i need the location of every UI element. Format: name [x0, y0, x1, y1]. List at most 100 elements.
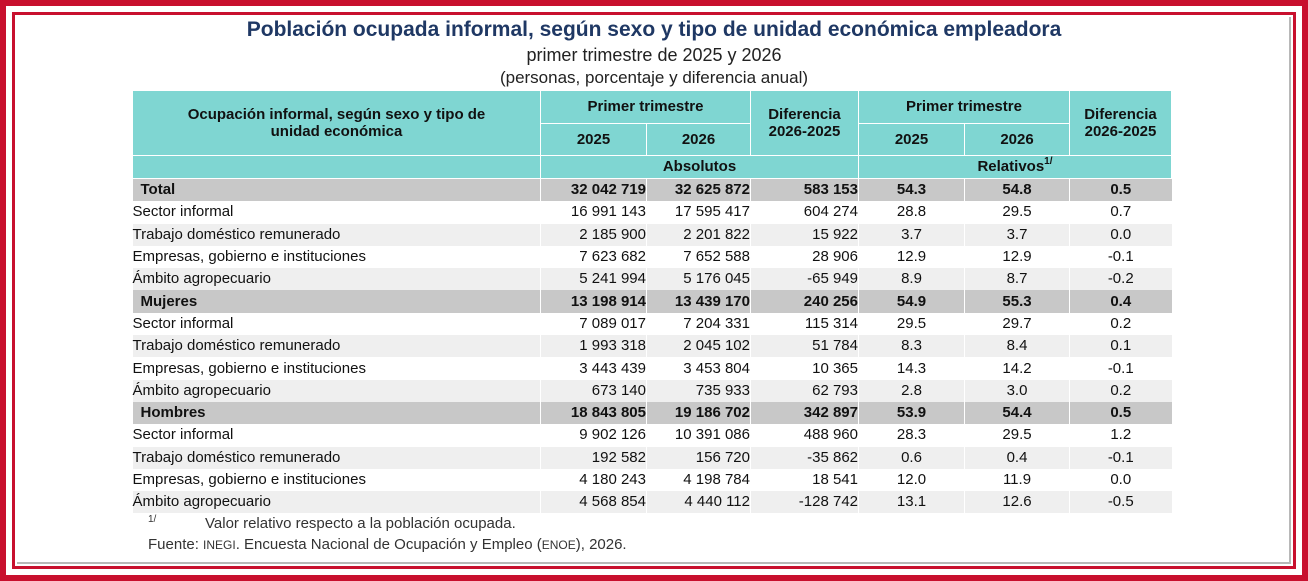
- table-group-row: Hombres 18 843 805 19 186 702 342 897 53.9 54…: [132, 401, 1172, 425]
- absolute-2025-cell: 32 042 719: [540, 178, 647, 202]
- absolute-difference-header: Diferencia 2026-2025: [750, 90, 859, 156]
- relative-2026-cell: 3.7: [964, 223, 1070, 246]
- row-label-cell: Empresas, gobierno e instituciones: [132, 359, 366, 377]
- row-label-cell: Empresas, gobierno e instituciones: [132, 248, 366, 266]
- relative-difference-cell: 0.7: [1069, 201, 1172, 224]
- absolute-year-2025-header: 2025: [540, 123, 647, 156]
- table-row: Trabajo doméstico remunerado 2 185 900 2 2…: [132, 223, 1172, 246]
- relative-difference-header: Diferencia 2026-2025: [1069, 90, 1172, 156]
- absolute-2026-cell: 2 201 822: [646, 223, 751, 246]
- absolute-2025-cell: 16 991 143: [540, 201, 647, 224]
- relative-2026-cell: 14.2: [964, 357, 1070, 380]
- absolute-difference-cell: -35 862: [750, 446, 859, 469]
- relative-2025-cell: 13.1: [858, 491, 965, 514]
- relative-difference-cell: 0.0: [1069, 223, 1172, 246]
- table-title: Población ocupada informal, según sexo y…: [246, 18, 1062, 41]
- relative-2025-cell: 2.8: [858, 379, 965, 402]
- relative-2026-cell: 8.7: [964, 268, 1070, 291]
- relative-2026-cell: 29.7: [964, 312, 1070, 336]
- relative-2026-cell: 8.4: [964, 335, 1070, 358]
- row-label-cell: Ámbito agropecuario: [132, 268, 541, 291]
- table-row: Empresas, gobierno e instituciones 7 623 …: [132, 245, 1172, 269]
- relative-year-2025-header: 2025: [858, 123, 965, 156]
- relative-2026-cell: 29.5: [964, 201, 1070, 224]
- relative-difference-cell: 0.5: [1069, 178, 1172, 202]
- absolute-difference-cell: 10 365: [750, 357, 859, 380]
- relative-2025-cell: 54.9: [858, 290, 965, 313]
- row-label-cell: Ámbito agropecuario: [132, 491, 541, 514]
- absolute-2026-cell: 3 453 804: [646, 357, 751, 380]
- relative-2026-cell: 29.5: [964, 424, 1070, 447]
- absolute-2026-cell: 4 440 112: [646, 491, 751, 514]
- relative-difference-cell: 0.2: [1069, 312, 1172, 336]
- row-label-cell: Total: [132, 178, 541, 202]
- relative-2026-cell: 12.9: [964, 245, 1070, 269]
- absolute-period-header: Primer trimestre: [540, 90, 751, 124]
- absolute-2025-cell: 3 443 439: [540, 357, 647, 380]
- relative-2025-cell: 28.3: [858, 424, 965, 447]
- absolute-2026-cell: 17 595 417: [646, 201, 751, 224]
- absolute-difference-cell: -128 742: [750, 491, 859, 514]
- relative-2026-cell: 0.4: [964, 446, 1070, 469]
- absolute-difference-cell: 51 784: [750, 335, 859, 358]
- source-suffix: ), 2026.: [575, 536, 627, 553]
- table-row: Empresas, gobierno e instituciones 3 443 …: [132, 357, 1172, 380]
- absolute-2025-cell: 5 241 994: [540, 268, 647, 291]
- source-acronym: ENOE: [541, 538, 576, 552]
- table-row: Ámbito agropecuario 4 568 854 4 440 112 -12…: [132, 491, 1172, 514]
- relative-2025-cell: 12.9: [858, 245, 965, 269]
- row-label-header: Ocupación informal, según sexo y tipo de…: [132, 90, 541, 156]
- row-label-cell: Trabajo doméstico remunerado: [132, 446, 541, 469]
- absolute-2025-cell: 2 185 900: [540, 223, 647, 246]
- row-label-cell: Trabajo doméstico remunerado: [132, 335, 541, 358]
- table-row: Empresas, gobierno e instituciones 4 180 …: [133, 468, 1172, 492]
- relative-difference-cell: 0.0: [1069, 468, 1172, 492]
- absolute-2025-cell: 13 198 914: [540, 290, 647, 313]
- relative-2025-cell: 8.9: [858, 268, 965, 291]
- table-subtitle: primer trimestre de 2025 y 2026: [526, 45, 782, 65]
- relative-2026-cell: 11.9: [964, 468, 1070, 492]
- relative-difference-cell: 0.4: [1069, 290, 1172, 313]
- relativos-label: Relativos: [977, 158, 1045, 176]
- footnote-mark: 1/: [148, 514, 157, 525]
- table-row: Sector informal 16 991 143 17 595 417 604 2…: [133, 201, 1172, 224]
- source-prefix: Fuente:: [148, 536, 204, 553]
- table-group-row: Total 32 042 719 32 625 872 583 153 54.3 54.8…: [132, 178, 1172, 202]
- relative-difference-cell: 0.1: [1069, 335, 1172, 358]
- relative-year-2026-header: 2026: [964, 123, 1070, 156]
- relativos-footnote-mark: 1/: [1044, 156, 1053, 168]
- table-body: Total 32 042 719 32 625 872 583 153 54.3 54.8…: [132, 178, 1172, 514]
- blank-header-cell: [132, 155, 541, 179]
- relative-2026-cell: 55.3: [964, 290, 1070, 313]
- row-label-cell: Mujeres: [132, 290, 541, 313]
- absolute-difference-cell: -65 949: [750, 268, 859, 291]
- relative-difference-cell: -0.1: [1069, 245, 1172, 269]
- relative-2026-cell: 12.6: [964, 491, 1070, 514]
- relative-2025-cell: 3.7: [858, 223, 965, 246]
- relative-2025-cell: 12.0: [858, 468, 965, 492]
- relative-period-header: Primer trimestre: [858, 90, 1070, 124]
- relative-2025-cell: 14.3: [858, 357, 965, 380]
- relative-2026-cell: 3.0: [964, 379, 1070, 402]
- absolute-difference-cell: 240 256: [750, 290, 859, 313]
- absolute-2025-cell: 192 582: [540, 446, 647, 469]
- relative-2026-cell: 54.8: [964, 178, 1070, 202]
- absolute-2026-cell: 735 933: [646, 379, 751, 402]
- relative-difference-cell: -0.1: [1069, 446, 1172, 469]
- relativos-header: Relativos1/: [858, 155, 1172, 179]
- table-group-row: Mujeres 13 198 914 13 439 170 240 256 54.9 55…: [132, 290, 1172, 313]
- relative-2025-cell: 29.5: [858, 312, 965, 336]
- absolute-2025-cell: 673 140: [540, 379, 647, 402]
- absolute-2026-cell: 32 625 872: [646, 178, 751, 202]
- relative-difference-cell: 0.2: [1069, 379, 1172, 402]
- absolute-2026-cell: 156 720: [646, 446, 751, 469]
- table-row: Ámbito agropecuario 673 140 735 933 62 793 2…: [132, 379, 1172, 402]
- relative-2026-cell: 54.4: [964, 401, 1070, 425]
- absolute-2025-cell: 1 993 318: [540, 335, 647, 358]
- row-label-cell: Sector informal: [132, 426, 234, 444]
- absolute-2025-cell: 9 902 126: [540, 424, 647, 447]
- absolute-difference-cell: 15 922: [750, 223, 859, 246]
- table-row: Sector informal 7 089 017 7 204 331 115 314…: [133, 312, 1172, 336]
- absolute-2025-cell: 18 843 805: [540, 401, 647, 425]
- absolute-2026-cell: 7 652 588: [646, 245, 751, 269]
